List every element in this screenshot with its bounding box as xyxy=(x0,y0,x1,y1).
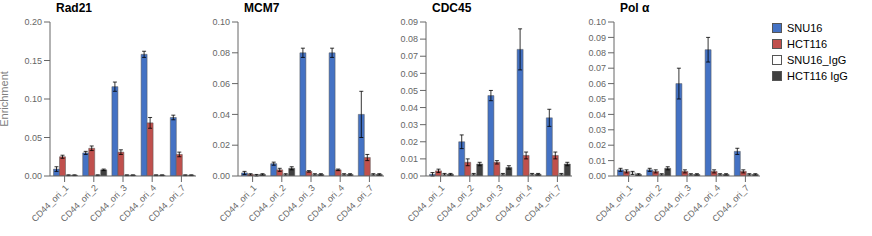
svg-text:0.00: 0.00 xyxy=(588,171,606,181)
svg-text:CD44_ori_4: CD44_ori_4 xyxy=(305,182,347,224)
svg-text:CD44_ori_4: CD44_ori_4 xyxy=(117,182,159,224)
svg-text:CD44_ori_3: CD44_ori_3 xyxy=(275,182,317,224)
svg-text:0.02: 0.02 xyxy=(212,140,230,150)
svg-text:CD44_ori_2: CD44_ori_2 xyxy=(622,182,664,224)
svg-text:0.00: 0.00 xyxy=(212,171,230,181)
html-text:SNU16_IgG: SNU16_IgG xyxy=(787,54,847,66)
svg-text:0.03: 0.03 xyxy=(588,125,606,135)
svg-text:CD44_ori_7: CD44_ori_7 xyxy=(146,183,187,224)
svg-text:CD44_ori_7: CD44_ori_7 xyxy=(334,183,375,224)
svg-text:0.06: 0.06 xyxy=(212,79,230,89)
svg-text:Enrichment: Enrichment xyxy=(8,71,10,127)
svg-text:CD44_ori_7: CD44_ori_7 xyxy=(522,183,563,224)
svg-text:0.05: 0.05 xyxy=(24,133,42,143)
svg-text:0.00: 0.00 xyxy=(400,171,418,181)
svg-text:0.04: 0.04 xyxy=(400,103,418,113)
svg-text:0.04: 0.04 xyxy=(588,110,606,120)
svg-text:CD44_ori_2: CD44_ori_2 xyxy=(434,182,476,224)
html-text:HCT116 IgG: HCT116 IgG xyxy=(787,70,848,82)
svg-text:CD44_ori_4: CD44_ori_4 xyxy=(493,182,535,224)
html-text:Rad21: Rad21 xyxy=(56,1,92,15)
svg-text:CD44_ori_3: CD44_ori_3 xyxy=(87,182,129,224)
svg-text:CD44_ori_1: CD44_ori_1 xyxy=(405,182,447,224)
svg-text:0.10: 0.10 xyxy=(24,94,42,104)
svg-text:CD44_ori_3: CD44_ori_3 xyxy=(651,182,693,224)
svg-text:0.05: 0.05 xyxy=(400,86,418,96)
svg-text:0.03: 0.03 xyxy=(400,120,418,130)
svg-text:0.08: 0.08 xyxy=(588,48,606,58)
svg-text:0.08: 0.08 xyxy=(212,48,230,58)
svg-text:0.04: 0.04 xyxy=(212,110,230,120)
svg-text:CD44_ori_2: CD44_ori_2 xyxy=(58,182,100,224)
html-text:MCM7: MCM7 xyxy=(244,1,280,15)
svg-text:CD44_ori_7: CD44_ori_7 xyxy=(710,183,751,224)
svg-text:CD44_ori_1: CD44_ori_1 xyxy=(593,182,635,224)
svg-text:CD44_ori_2: CD44_ori_2 xyxy=(246,182,288,224)
html-text:HCT116: HCT116 xyxy=(787,38,828,50)
svg-text:0.02: 0.02 xyxy=(588,140,606,150)
svg-text:0.20: 0.20 xyxy=(24,17,42,27)
svg-text:CD44_ori_1: CD44_ori_1 xyxy=(217,182,259,224)
svg-text:0.07: 0.07 xyxy=(588,63,606,73)
html-text:Pol α: Pol α xyxy=(620,1,650,15)
svg-text:0.01: 0.01 xyxy=(400,154,418,164)
svg-text:0.09: 0.09 xyxy=(400,17,418,27)
svg-text:0.15: 0.15 xyxy=(24,56,42,66)
svg-text:CD44_ori_4: CD44_ori_4 xyxy=(681,182,723,224)
svg-text:0.01: 0.01 xyxy=(588,156,606,166)
html-text:SNU16: SNU16 xyxy=(787,22,823,34)
svg-text:0.10: 0.10 xyxy=(588,17,606,27)
svg-text:0.05: 0.05 xyxy=(588,94,606,104)
svg-text:CD44_ori_3: CD44_ori_3 xyxy=(463,182,505,224)
svg-text:0.02: 0.02 xyxy=(400,137,418,147)
html-text:CDC45: CDC45 xyxy=(432,1,472,15)
svg-text:0.07: 0.07 xyxy=(400,51,418,61)
svg-text:CD44_ori_1: CD44_ori_1 xyxy=(29,182,71,224)
svg-text:0.00: 0.00 xyxy=(24,171,42,181)
svg-text:0.06: 0.06 xyxy=(400,69,418,79)
svg-text:0.10: 0.10 xyxy=(212,17,230,27)
svg-text:0.08: 0.08 xyxy=(400,34,418,44)
svg-text:0.09: 0.09 xyxy=(588,33,606,43)
svg-text:0.06: 0.06 xyxy=(588,79,606,89)
